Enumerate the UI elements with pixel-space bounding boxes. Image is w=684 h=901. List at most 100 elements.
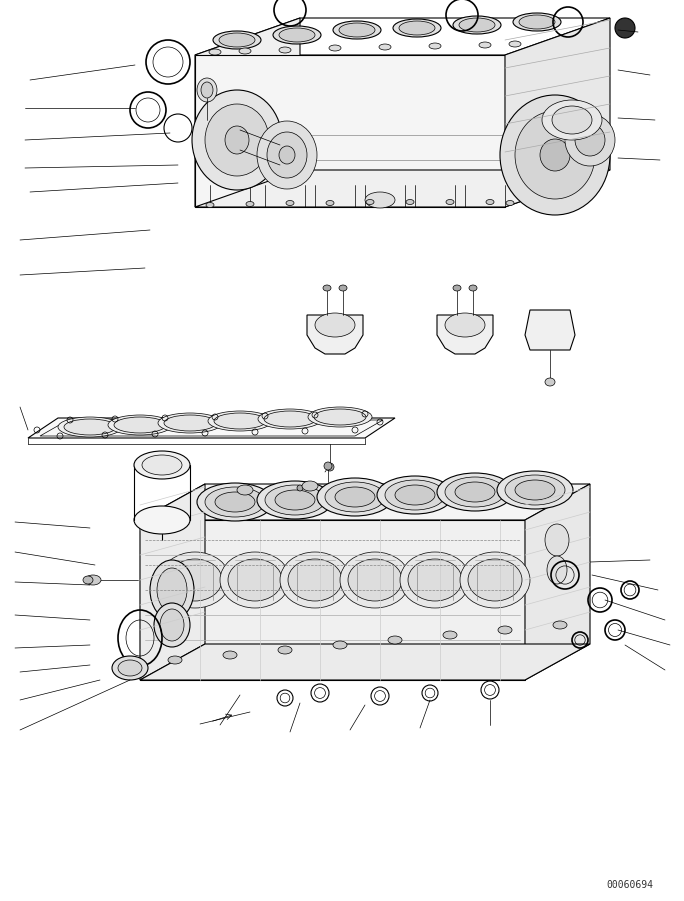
Ellipse shape (142, 455, 182, 475)
Ellipse shape (237, 485, 253, 495)
Ellipse shape (406, 199, 414, 205)
Ellipse shape (201, 82, 213, 98)
Ellipse shape (339, 285, 347, 291)
Ellipse shape (393, 19, 441, 37)
Ellipse shape (168, 559, 222, 601)
Ellipse shape (112, 656, 148, 680)
Ellipse shape (160, 552, 230, 608)
Polygon shape (525, 310, 575, 350)
Ellipse shape (545, 378, 555, 386)
Ellipse shape (325, 482, 385, 512)
Ellipse shape (205, 487, 265, 517)
Ellipse shape (302, 481, 318, 491)
Ellipse shape (498, 626, 512, 634)
Ellipse shape (315, 313, 355, 337)
Ellipse shape (85, 575, 101, 585)
Ellipse shape (158, 413, 222, 433)
Polygon shape (437, 315, 493, 354)
Ellipse shape (223, 651, 237, 659)
Ellipse shape (468, 559, 522, 601)
Polygon shape (140, 484, 590, 520)
Ellipse shape (513, 13, 561, 31)
Ellipse shape (164, 415, 216, 431)
Ellipse shape (265, 485, 325, 515)
Polygon shape (28, 418, 395, 438)
Ellipse shape (288, 559, 342, 601)
Text: 00060694: 00060694 (607, 880, 653, 890)
Ellipse shape (286, 201, 294, 205)
Ellipse shape (366, 199, 374, 205)
Ellipse shape (64, 419, 116, 435)
Polygon shape (140, 644, 590, 680)
Ellipse shape (108, 415, 172, 435)
Ellipse shape (333, 641, 347, 649)
Polygon shape (505, 18, 610, 207)
Ellipse shape (219, 33, 255, 47)
Ellipse shape (547, 556, 567, 584)
Ellipse shape (333, 21, 381, 39)
Ellipse shape (326, 201, 334, 205)
Ellipse shape (340, 552, 410, 608)
Ellipse shape (460, 552, 530, 608)
Ellipse shape (214, 413, 266, 429)
Ellipse shape (134, 506, 190, 534)
Ellipse shape (205, 104, 269, 176)
Ellipse shape (400, 552, 470, 608)
Ellipse shape (160, 609, 184, 641)
Ellipse shape (479, 42, 491, 48)
Ellipse shape (197, 78, 217, 102)
Ellipse shape (308, 407, 372, 427)
Ellipse shape (515, 480, 555, 500)
Ellipse shape (545, 524, 569, 556)
Polygon shape (195, 55, 505, 207)
Ellipse shape (275, 490, 315, 510)
Ellipse shape (215, 492, 255, 512)
Ellipse shape (197, 483, 273, 521)
Ellipse shape (157, 568, 187, 612)
Ellipse shape (515, 111, 595, 199)
Ellipse shape (273, 26, 321, 44)
Ellipse shape (553, 621, 567, 629)
Ellipse shape (388, 636, 402, 644)
Ellipse shape (455, 482, 495, 502)
Ellipse shape (326, 463, 334, 471)
Ellipse shape (506, 201, 514, 205)
Ellipse shape (192, 90, 282, 190)
Ellipse shape (519, 15, 555, 29)
Polygon shape (140, 520, 525, 680)
Ellipse shape (206, 203, 214, 207)
Ellipse shape (208, 411, 272, 431)
Ellipse shape (348, 559, 402, 601)
Ellipse shape (459, 18, 495, 32)
Ellipse shape (258, 409, 322, 429)
Ellipse shape (257, 121, 317, 189)
Ellipse shape (168, 656, 182, 664)
Ellipse shape (497, 471, 573, 509)
Ellipse shape (257, 481, 333, 519)
Polygon shape (525, 484, 590, 680)
Ellipse shape (575, 124, 605, 156)
Polygon shape (140, 484, 205, 680)
Ellipse shape (486, 199, 494, 205)
Ellipse shape (399, 21, 435, 35)
Ellipse shape (83, 576, 93, 584)
Ellipse shape (379, 44, 391, 50)
Ellipse shape (429, 43, 441, 49)
Ellipse shape (500, 95, 610, 215)
Ellipse shape (134, 451, 190, 479)
Ellipse shape (335, 487, 375, 507)
Circle shape (324, 462, 332, 470)
Ellipse shape (239, 48, 251, 54)
Ellipse shape (213, 31, 261, 49)
Ellipse shape (280, 552, 350, 608)
Ellipse shape (264, 411, 316, 427)
Ellipse shape (505, 475, 565, 505)
Ellipse shape (58, 417, 122, 437)
Ellipse shape (542, 100, 602, 140)
Circle shape (297, 485, 303, 491)
Ellipse shape (279, 146, 295, 164)
Ellipse shape (469, 285, 477, 291)
Ellipse shape (114, 417, 166, 433)
Ellipse shape (365, 192, 395, 208)
Ellipse shape (209, 49, 221, 55)
